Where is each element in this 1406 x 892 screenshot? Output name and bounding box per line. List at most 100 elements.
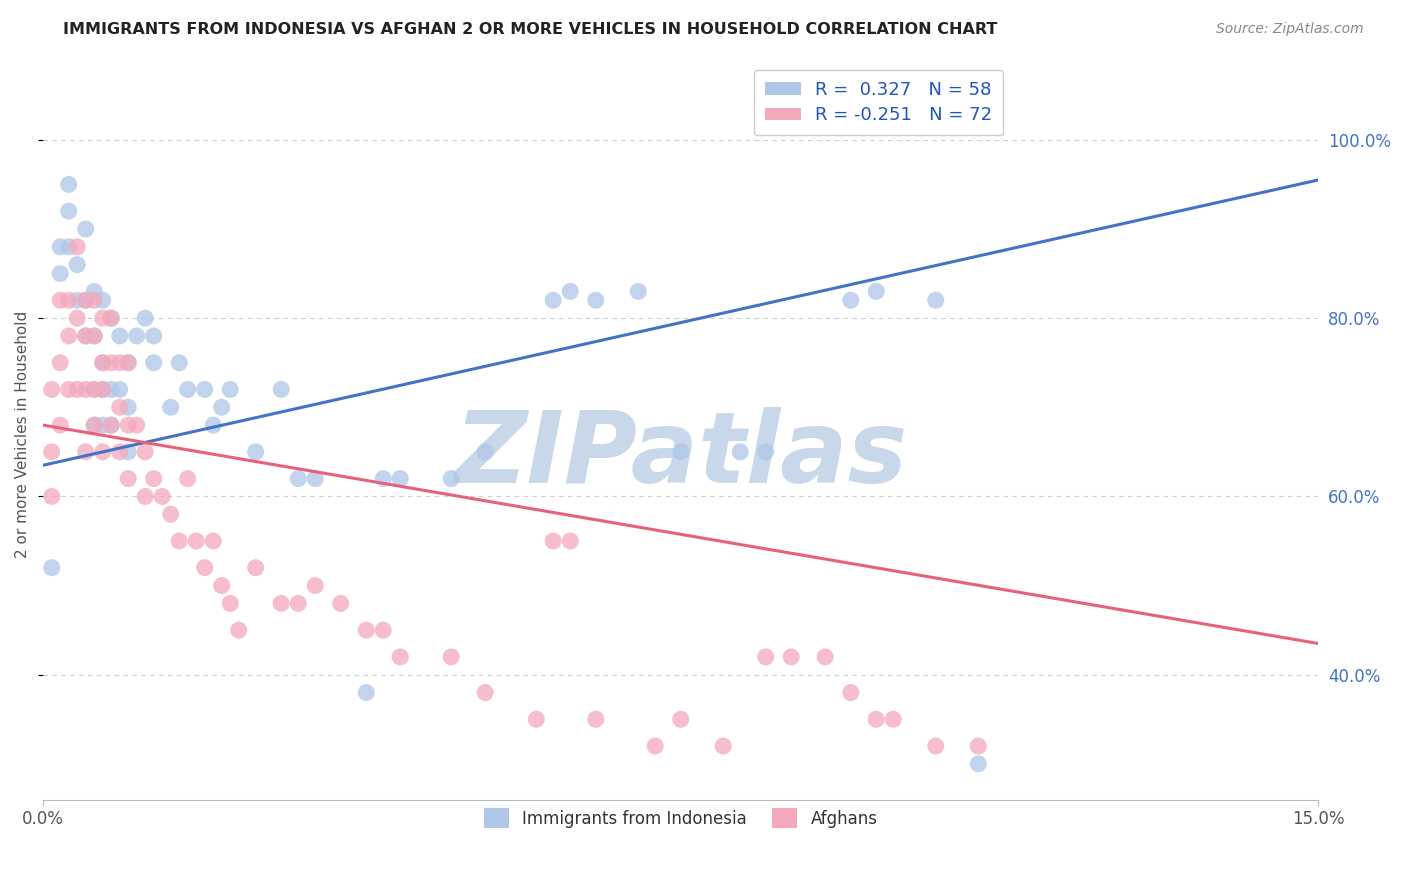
Point [117,356,139,370]
Point [83,329,105,343]
Point [66,258,89,272]
Point [49,293,72,308]
Point [219,596,242,610]
Point [75,293,97,308]
Point [134,490,156,504]
Point [440,472,463,486]
Point [669,445,692,459]
Point [91,445,114,459]
Point [142,356,165,370]
Point [117,445,139,459]
Point [108,401,131,415]
Point [728,445,751,459]
Point [41,490,63,504]
Point [585,293,607,308]
Point [75,445,97,459]
Point [177,472,200,486]
Point [58,293,80,308]
Point [117,418,139,433]
Point [83,329,105,343]
Point [474,685,496,699]
Point [560,285,582,299]
Point [474,445,496,459]
Point [245,560,267,574]
Point [125,418,148,433]
Y-axis label: 2 or more Vehicles in Household: 2 or more Vehicles in Household [15,310,30,558]
Point [219,383,242,397]
Point [117,472,139,486]
Point [150,490,173,504]
Point [108,356,131,370]
Point [186,533,208,548]
Point [202,533,225,548]
Point [167,356,190,370]
Point [100,311,122,326]
Point [75,222,97,236]
Text: Source: ZipAtlas.com: Source: ZipAtlas.com [1216,22,1364,37]
Point [329,596,352,610]
Point [100,383,122,397]
Point [66,383,89,397]
Point [83,418,105,433]
Point [865,712,887,726]
Point [202,418,225,433]
Point [91,383,114,397]
Point [194,560,217,574]
Point [865,285,887,299]
Point [644,739,666,753]
Point [389,472,412,486]
Point [882,712,904,726]
Point [142,472,165,486]
Point [108,383,131,397]
Point [58,329,80,343]
Point [669,712,692,726]
Point [91,356,114,370]
Legend: Immigrants from Indonesia, Afghans: Immigrants from Indonesia, Afghans [478,801,884,835]
Point [755,445,778,459]
Point [211,578,233,592]
Point [100,311,122,326]
Point [167,533,190,548]
Point [75,383,97,397]
Point [814,649,837,664]
Point [159,508,181,522]
Point [83,418,105,433]
Point [49,240,72,254]
Point [287,472,309,486]
Point [541,293,564,308]
Point [270,383,292,397]
Point [755,649,778,664]
Point [58,383,80,397]
Text: ZIPatlas: ZIPatlas [454,408,907,505]
Point [49,356,72,370]
Point [58,178,80,192]
Point [66,311,89,326]
Point [839,293,862,308]
Point [58,204,80,219]
Point [373,472,395,486]
Point [585,712,607,726]
Point [108,445,131,459]
Point [304,578,326,592]
Point [134,311,156,326]
Point [117,401,139,415]
Point [91,311,114,326]
Point [83,383,105,397]
Point [108,329,131,343]
Point [100,356,122,370]
Point [270,596,292,610]
Point [711,739,734,753]
Text: IMMIGRANTS FROM INDONESIA VS AFGHAN 2 OR MORE VEHICLES IN HOUSEHOLD CORRELATION : IMMIGRANTS FROM INDONESIA VS AFGHAN 2 OR… [63,22,998,37]
Point [134,445,156,459]
Point [925,293,948,308]
Point [627,285,650,299]
Point [159,401,181,415]
Point [541,533,564,548]
Point [440,649,463,664]
Point [75,329,97,343]
Point [780,649,803,664]
Point [49,267,72,281]
Point [177,383,200,397]
Point [125,329,148,343]
Point [560,533,582,548]
